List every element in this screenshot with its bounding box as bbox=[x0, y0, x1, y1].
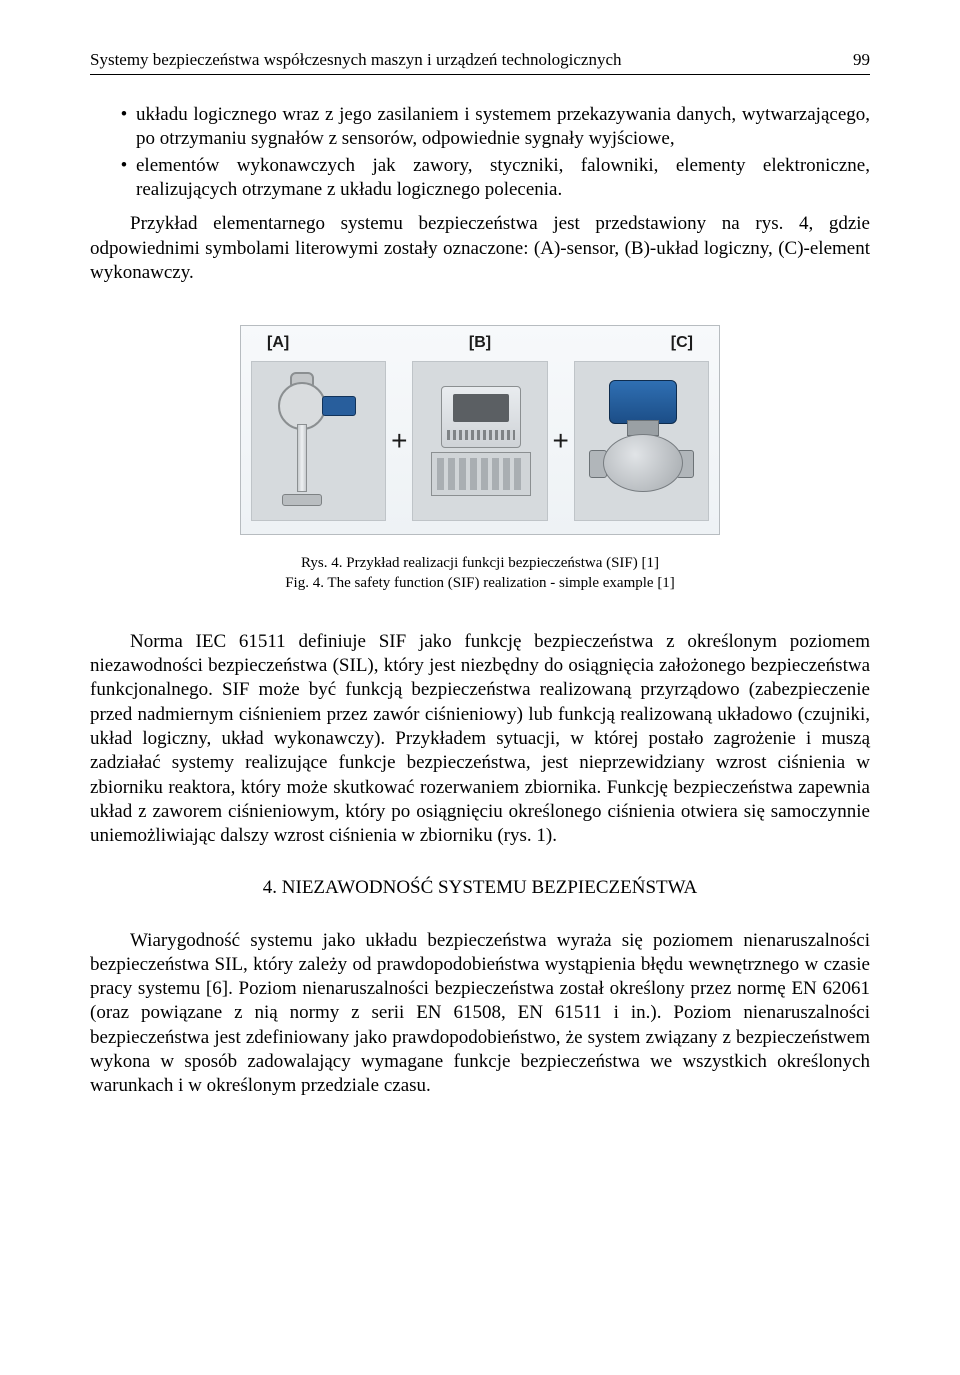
plc-slots-icon bbox=[437, 458, 525, 490]
figure-labels-row: [A] [B] [C] bbox=[251, 334, 709, 352]
figure-caption: Rys. 4. Przykład realizacji funkcji bezp… bbox=[90, 553, 870, 594]
sensor-side-icon bbox=[322, 396, 356, 416]
bullet-text: układu logicznego wraz z jego zasilaniem… bbox=[136, 103, 870, 152]
sensor-base-icon bbox=[282, 494, 322, 506]
paragraph: Norma IEC 61511 definiuje SIF jako funkc… bbox=[90, 630, 870, 849]
caption-line-pl: Rys. 4. Przykład realizacji funkcji bezp… bbox=[90, 553, 870, 573]
actuator-motor-icon bbox=[609, 380, 677, 424]
running-header: Systemy bezpieczeństwa współczesnych mas… bbox=[90, 50, 870, 75]
figure-panel-a bbox=[251, 361, 386, 521]
caption-line-en: Fig. 4. The safety function (SIF) realiz… bbox=[90, 573, 870, 593]
list-item: • elementów wykonawczych jak zawory, sty… bbox=[90, 154, 870, 203]
figure-label-b: [B] bbox=[469, 334, 491, 352]
figure-container: [A] [B] [C] + + bbox=[90, 325, 870, 535]
figure-panel-c bbox=[574, 361, 709, 521]
page-number: 99 bbox=[853, 50, 870, 70]
paragraph: Przykład elementarnego systemu bezpiecze… bbox=[90, 212, 870, 285]
figure-panel-b bbox=[412, 361, 547, 521]
figure-label-c: [C] bbox=[671, 334, 693, 352]
bullet-list: • układu logicznego wraz z jego zasilani… bbox=[90, 103, 870, 202]
plc-strip-icon bbox=[447, 430, 515, 440]
running-title: Systemy bezpieczeństwa współczesnych mas… bbox=[90, 50, 622, 70]
list-item: • układu logicznego wraz z jego zasilani… bbox=[90, 103, 870, 152]
plus-icon: + bbox=[548, 425, 574, 457]
figure-label-a: [A] bbox=[267, 334, 289, 352]
figure-panels: + + bbox=[251, 358, 709, 524]
bullet-text: elementów wykonawczych jak zawory, stycz… bbox=[136, 154, 870, 203]
figure-4: [A] [B] [C] + + bbox=[240, 325, 720, 535]
bullet-dot-icon: • bbox=[90, 154, 136, 203]
section-heading: 4. NIEZAWODNOŚĆ SYSTEMU BEZPIECZEŃSTWA bbox=[90, 877, 870, 899]
valve-body-icon bbox=[603, 434, 683, 492]
sensor-stem-icon bbox=[297, 424, 307, 492]
plus-icon: + bbox=[386, 425, 412, 457]
bullet-dot-icon: • bbox=[90, 103, 136, 152]
plc-screen-icon bbox=[453, 394, 509, 422]
paragraph: Wiarygodność systemu jako układu bezpiec… bbox=[90, 929, 870, 1099]
sensor-head-icon bbox=[278, 382, 326, 430]
